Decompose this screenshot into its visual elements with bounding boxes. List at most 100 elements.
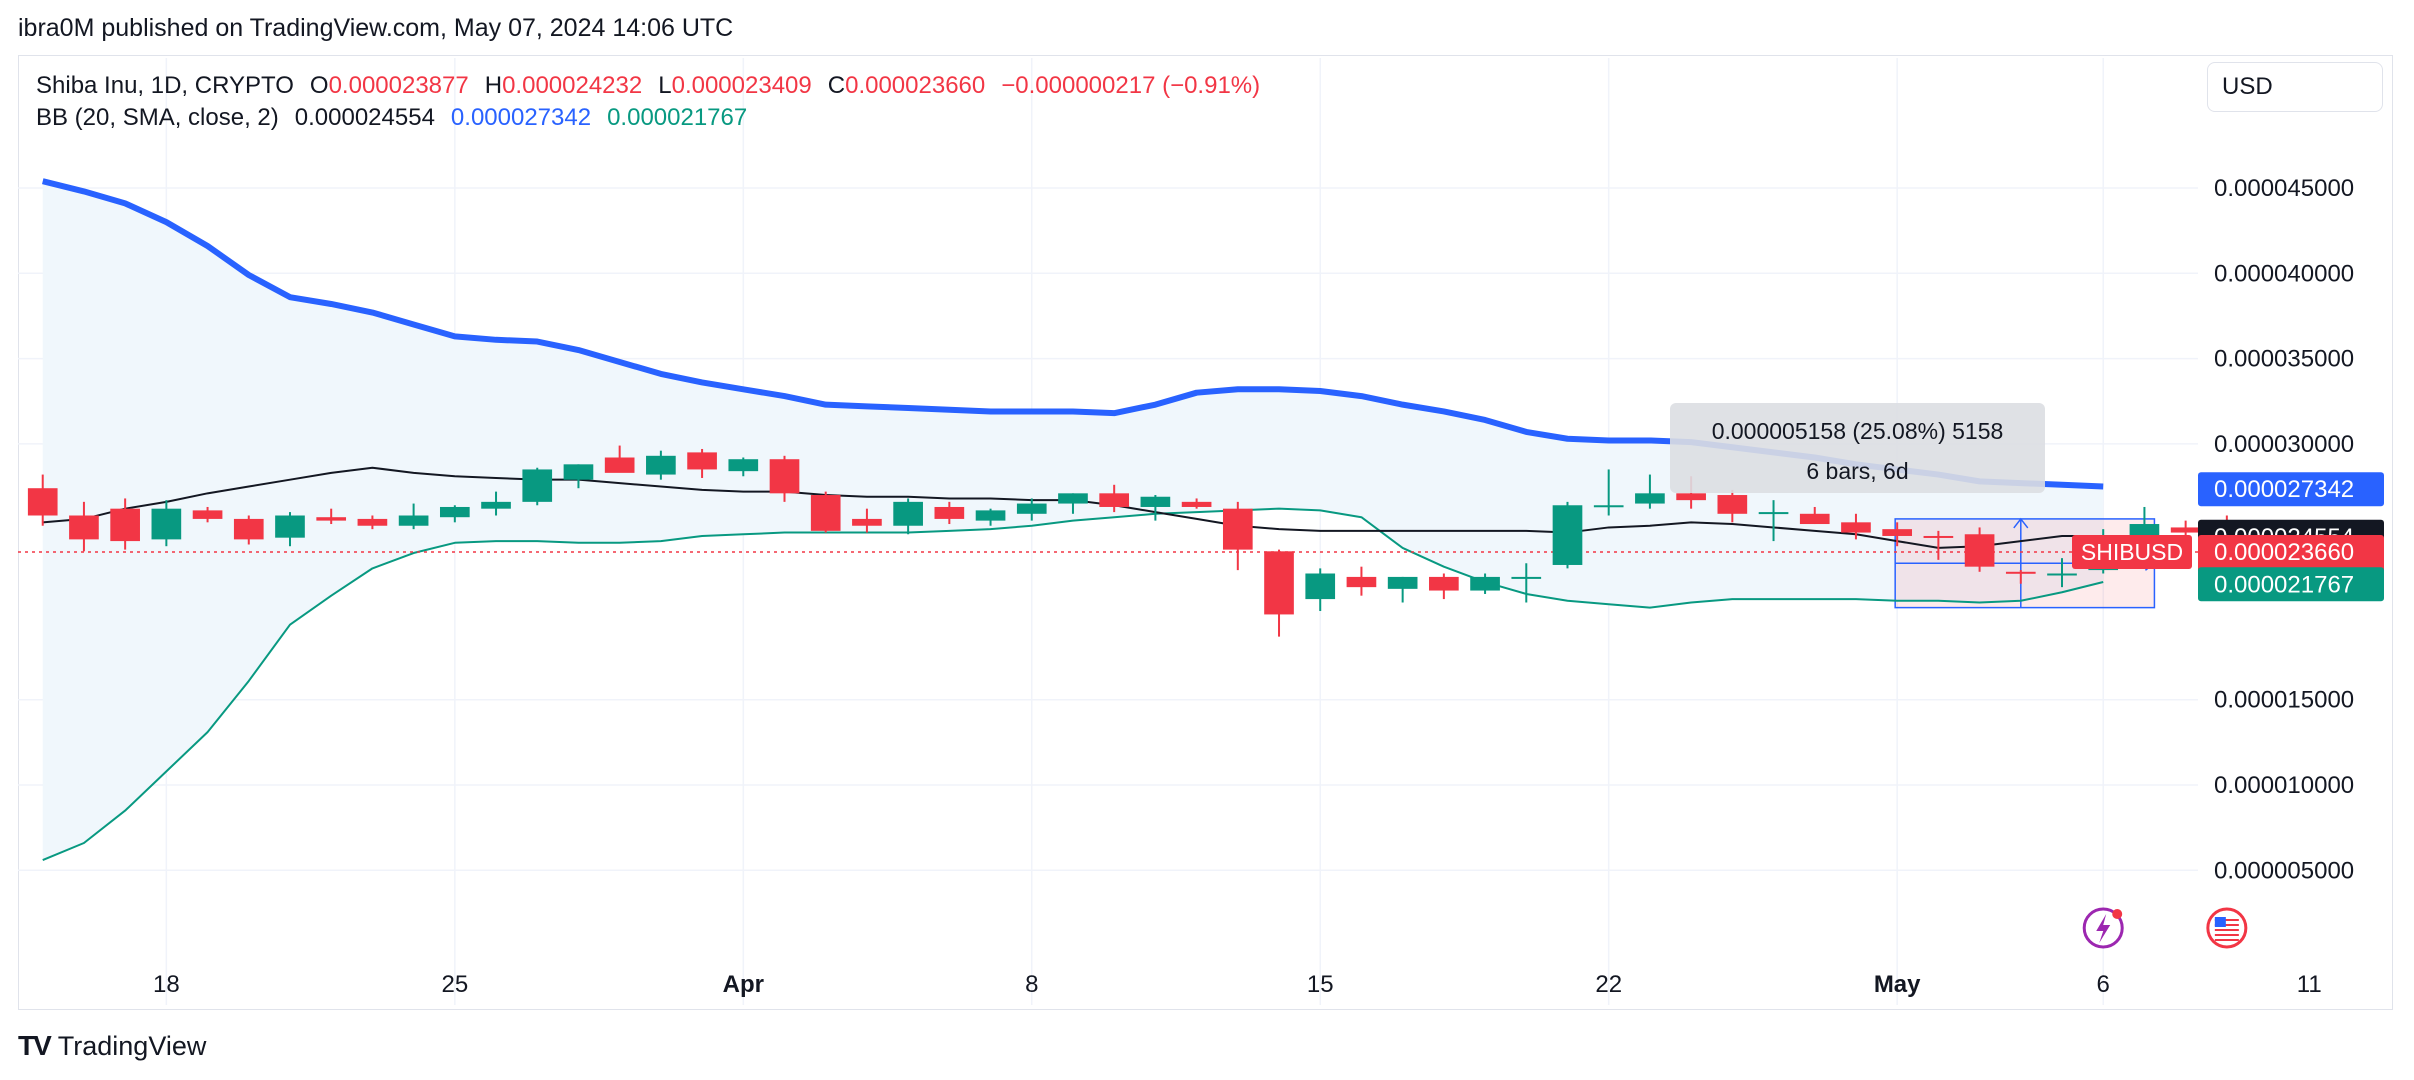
candle-body	[1429, 576, 1459, 591]
bb-upper-value: 0.000027342	[450, 104, 592, 131]
candle-body	[852, 518, 882, 526]
candle-body	[769, 459, 800, 494]
x-tick-label: 15	[1307, 971, 1334, 998]
candle-body	[975, 510, 1006, 521]
x-tick-label: Apr	[723, 971, 764, 998]
measure-label-line1: 0.000005158 (25.08%) 5158	[1712, 418, 2004, 444]
price-badge-text: 0.000021767	[2214, 571, 2354, 598]
candle-body	[1264, 551, 1294, 615]
y-tick-label: 0.000040000	[2214, 260, 2354, 287]
candle-body	[398, 515, 429, 526]
measure-label-box	[1670, 403, 2045, 493]
candle-body	[2170, 527, 2201, 533]
price-badge	[2198, 567, 2384, 602]
candle-body	[151, 508, 182, 540]
candle-body	[357, 518, 388, 526]
measure-label-line2: 6 bars, 6d	[1806, 458, 1908, 484]
x-tick-label: 8	[1025, 971, 1038, 998]
event-dot	[2112, 909, 2123, 919]
x-tick-label: 11	[2297, 971, 2322, 998]
high-label: H	[484, 72, 503, 99]
candle-body	[1181, 501, 1212, 507]
tradingview-logo-icon: TV	[18, 1030, 52, 1061]
candle-body	[2005, 571, 2036, 574]
ohlc-legend: Shiba Inu, 1D, CRYPTO O0.000023877 H0.0000…	[36, 72, 1260, 100]
candle-body	[275, 515, 305, 538]
open-label: O	[309, 72, 329, 99]
price-badge-text: 0.000027342	[2214, 476, 2354, 503]
lightning-glyph	[2096, 914, 2111, 943]
candle-body	[27, 488, 58, 516]
low-label: L	[658, 72, 672, 99]
x-tick-label: 25	[441, 971, 468, 998]
change-value: −0.000000217 (−0.91%)	[1001, 72, 1261, 99]
candle-body	[810, 495, 841, 531]
us-flag-event-icon	[2206, 907, 2248, 949]
candle-body	[69, 515, 99, 540]
y-tick-label: 0.000030000	[2214, 431, 2354, 458]
candle-body	[728, 459, 759, 472]
price-badge	[2198, 472, 2384, 507]
chart-frame	[18, 55, 2393, 1010]
candle-body	[233, 518, 264, 540]
currency-selector[interactable]: USD	[2207, 62, 2383, 112]
symbol-label[interactable]: Shiba Inu, 1D, CRYPTO	[36, 72, 294, 99]
candle-body	[1387, 576, 1418, 589]
high-value: 0.000024232	[502, 72, 643, 99]
candle-body	[1552, 505, 1583, 565]
brand-name: TradingView	[57, 1030, 207, 1061]
symbol-tag-box	[2072, 535, 2192, 570]
candle-body	[1511, 576, 1542, 579]
x-tick-label: 6	[2097, 971, 2110, 998]
candle-body	[110, 508, 140, 542]
candle-body	[646, 455, 676, 475]
candle-body	[192, 510, 223, 519]
bb-basis-value: 0.000024554	[294, 104, 435, 131]
candle-body	[1222, 508, 1253, 550]
candle-body	[893, 501, 923, 526]
candle-body	[1099, 493, 1130, 507]
y-tick-label: 0.000005000	[2214, 857, 2354, 884]
candle-body	[1758, 512, 1789, 515]
candle-body	[316, 517, 347, 521]
candle-body	[1676, 493, 1706, 501]
candle-body	[1058, 493, 1088, 504]
x-tick-label: 22	[1595, 971, 1622, 998]
candle-body	[687, 452, 717, 470]
y-tick-label: 0.000035000	[2214, 346, 2354, 373]
footer-brand[interactable]: TV TradingView	[18, 1030, 206, 1062]
symbol-tag-text: SHIBUSD	[2081, 539, 2183, 565]
candle-body	[1140, 496, 1171, 507]
bb-lower-line	[42, 507, 2104, 861]
publish-info: ibra0M published on TradingView.com, May…	[18, 14, 734, 42]
candle-body	[1305, 573, 1336, 600]
close-label: C	[827, 72, 846, 99]
candle-body	[1593, 505, 1624, 508]
candle-body	[439, 506, 470, 518]
measure-arrow-up	[2013, 517, 2029, 529]
candle-body	[2047, 573, 2077, 576]
flag-canton	[2214, 917, 2226, 927]
x-tick-label: May	[1874, 971, 1921, 998]
bb-indicator-label[interactable]: BB (20, SMA, close, 2)	[36, 104, 279, 131]
candle-body	[481, 501, 511, 509]
close-value: 0.000023660	[845, 72, 986, 99]
candle-body	[522, 469, 553, 502]
candle-body	[1016, 503, 1047, 514]
candle-body	[1882, 529, 1913, 536]
candle-body	[1923, 535, 1954, 538]
candle-body	[1799, 513, 1830, 525]
low-value: 0.000023409	[671, 72, 812, 99]
candle-body	[604, 457, 635, 473]
candle-body	[1964, 534, 1995, 567]
y-tick-label: 0.000045000	[2214, 175, 2354, 202]
candle-body	[1635, 493, 1665, 504]
open-value: 0.000023877	[328, 72, 469, 99]
price-badge-text: 0.000023660	[2214, 539, 2354, 566]
candle-body	[1346, 576, 1377, 588]
candle-body	[1717, 495, 1748, 514]
candle-body	[1470, 576, 1500, 591]
y-tick-label: 0.000010000	[2214, 772, 2354, 799]
candle-body	[563, 464, 594, 480]
